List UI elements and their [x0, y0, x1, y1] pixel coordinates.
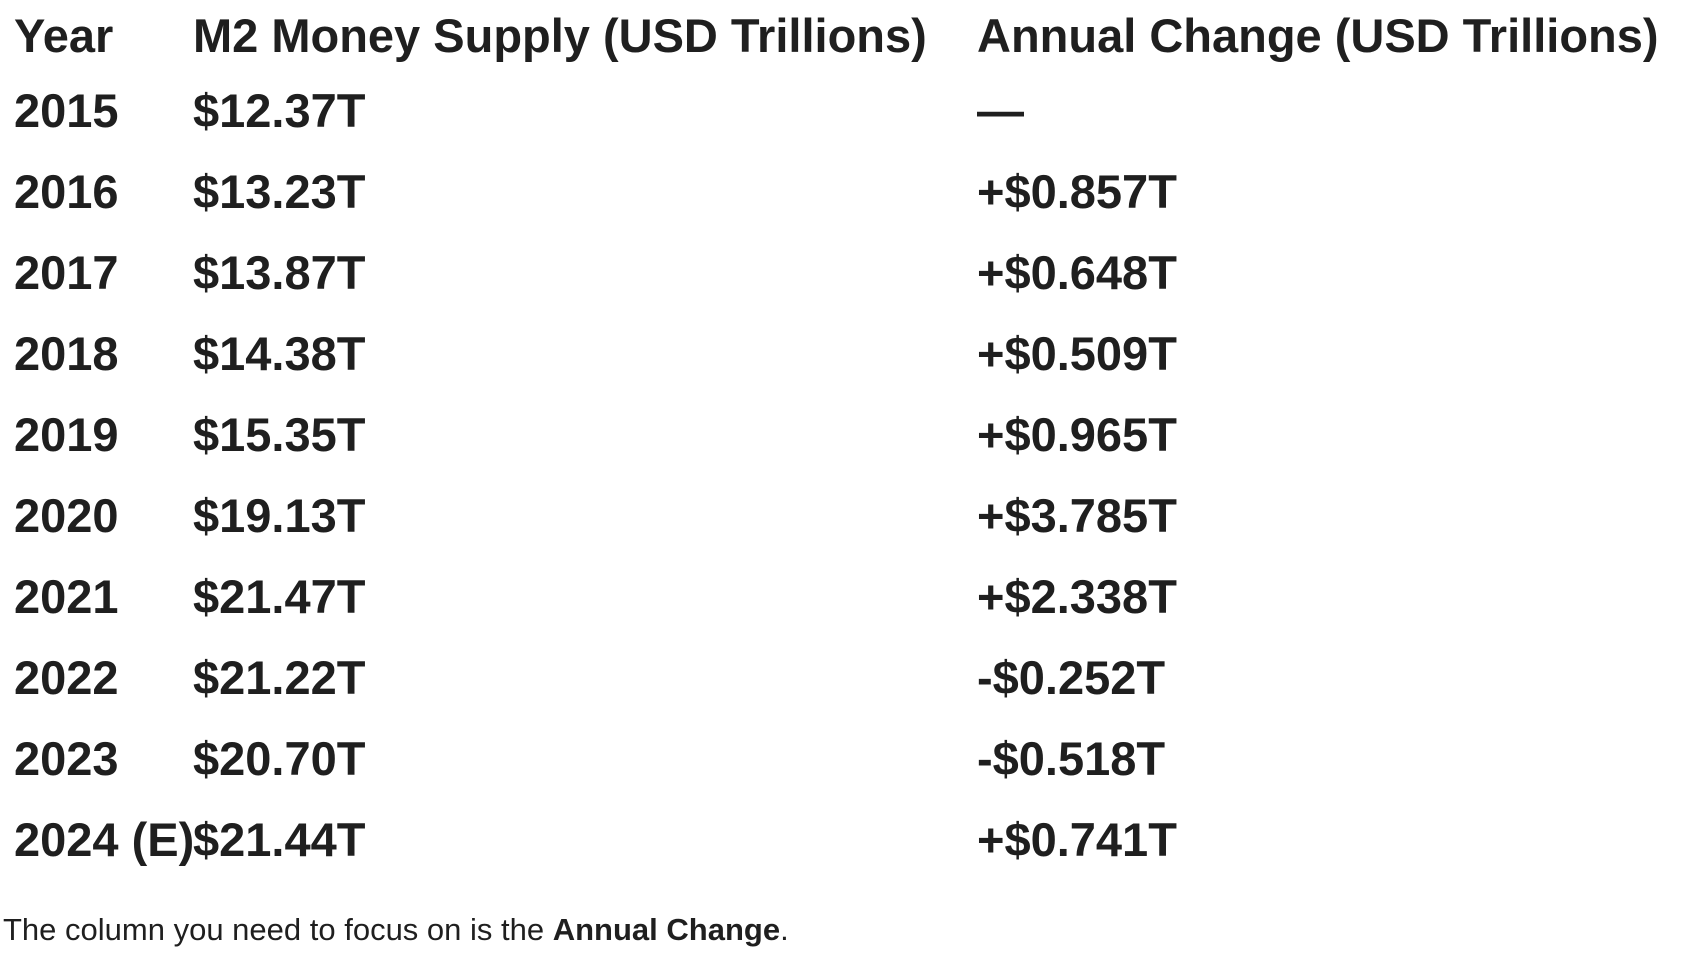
table-row: 2022 $21.22T -$0.252T [14, 637, 1692, 718]
supply-cell: $19.13T [193, 489, 366, 542]
change-cell: +$2.338T [977, 570, 1177, 623]
table-row: 2015 $12.37T — [14, 70, 1692, 151]
year-cell: 2022 [14, 651, 119, 704]
year-cell: 2019 [14, 408, 119, 461]
table-row: 2016 $13.23T +$0.857T [14, 151, 1692, 232]
column-header-year: Year [14, 8, 114, 62]
table-header: Year M2 Money Supply (USD Trillions) Ann… [14, 0, 1692, 70]
change-cell: +$0.965T [977, 408, 1177, 461]
supply-cell: $21.22T [193, 651, 366, 704]
year-cell: 2021 [14, 570, 119, 623]
table-row: 2021 $21.47T +$2.338T [14, 556, 1692, 637]
column-header-change: Annual Change (USD Trillions) [977, 8, 1659, 62]
change-cell: +$3.785T [977, 489, 1177, 542]
supply-cell: $13.87T [193, 246, 366, 299]
focus-note: The column you need to focus on is the A… [3, 908, 1692, 951]
change-cell: +$0.741T [977, 813, 1177, 866]
m2-money-supply-table: Year M2 Money Supply (USD Trillions) Ann… [14, 0, 1692, 880]
supply-cell: $13.23T [193, 165, 366, 218]
change-cell: — [977, 84, 1024, 137]
year-cell: 2015 [14, 84, 119, 137]
year-cell: 2018 [14, 327, 119, 380]
table-row: 2017 $13.87T +$0.648T [14, 232, 1692, 313]
table-row: 2019 $15.35T +$0.965T [14, 394, 1692, 475]
table-body: 2015 $12.37T — 2016 $13.23T +$0.857T 201… [14, 70, 1692, 880]
note-prefix: The column you need to focus on is the [3, 912, 553, 947]
note-emphasis: Annual Change [552, 912, 781, 947]
column-header-supply: M2 Money Supply (USD Trillions) [193, 8, 927, 62]
change-cell: -$0.518T [977, 732, 1166, 785]
table-row: 2023 $20.70T -$0.518T [14, 718, 1692, 799]
supply-cell: $12.37T [193, 84, 366, 137]
table-row: 2024 (E) $21.44T +$0.741T [14, 799, 1692, 880]
change-cell: +$0.857T [977, 165, 1177, 218]
header-row: Year M2 Money Supply (USD Trillions) Ann… [14, 0, 1692, 70]
change-cell: +$0.509T [977, 327, 1177, 380]
supply-cell: $20.70T [193, 732, 366, 785]
year-cell: 2023 [14, 732, 119, 785]
change-cell: -$0.252T [977, 651, 1166, 704]
supply-cell: $15.35T [193, 408, 366, 461]
table-row: 2018 $14.38T +$0.509T [14, 313, 1692, 394]
table-row: 2020 $19.13T +$3.785T [14, 475, 1692, 556]
change-cell: +$0.648T [977, 246, 1177, 299]
year-cell: 2016 [14, 165, 119, 218]
note-suffix: . [780, 912, 789, 947]
supply-cell: $21.47T [193, 570, 366, 623]
m2-table-container: Year M2 Money Supply (USD Trillions) Ann… [14, 0, 1692, 880]
supply-cell: $14.38T [193, 327, 366, 380]
year-cell: 2020 [14, 489, 119, 542]
year-cell: 2024 (E) [14, 813, 195, 866]
supply-cell: $21.44T [193, 813, 366, 866]
year-cell: 2017 [14, 246, 119, 299]
